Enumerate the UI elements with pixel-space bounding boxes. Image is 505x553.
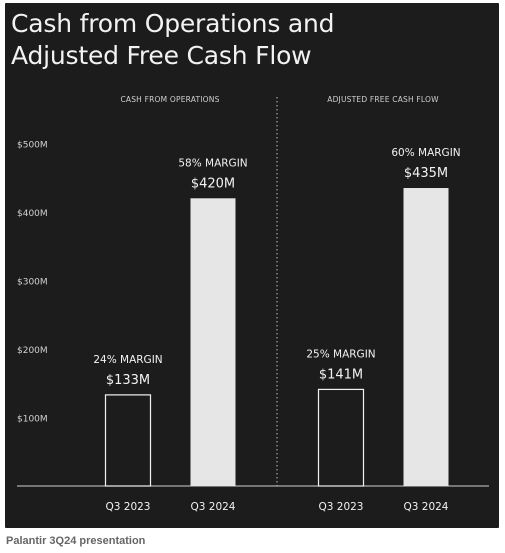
- bar-margin-label: 24% MARGIN: [93, 354, 162, 366]
- source-caption: Palantir 3Q24 presentation: [6, 535, 146, 547]
- bar-filled: [403, 188, 449, 486]
- panel-label: ADJUSTED FREE CASH FLOW: [327, 95, 439, 104]
- y-tick-label: $200M: [17, 346, 48, 356]
- bar-value-label: $435M: [404, 166, 448, 181]
- y-tick-label: $400M: [17, 209, 48, 219]
- bar-margin-label: 58% MARGIN: [178, 157, 247, 169]
- x-tick-label: Q3 2023: [105, 501, 150, 513]
- bar-margin-label: 25% MARGIN: [306, 348, 375, 360]
- title-line-2: Adjusted Free Cash Flow: [11, 41, 312, 70]
- bar-value-label: $133M: [106, 373, 150, 388]
- bar-margin-label: 60% MARGIN: [391, 147, 460, 159]
- chart-title: Cash from Operations and Adjusted Free C…: [11, 8, 481, 72]
- bar-filled: [190, 198, 236, 487]
- bar-value-label: $420M: [191, 176, 235, 191]
- x-tick-label: Q3 2023: [318, 501, 363, 513]
- bar-value-label: $141M: [319, 367, 363, 382]
- panel-label: CASH FROM OPERATIONS: [120, 95, 219, 104]
- y-tick-label: $500M: [17, 141, 48, 151]
- x-tick-label: Q3 2024: [403, 501, 448, 513]
- bar-outline: [317, 388, 365, 487]
- bar-outline: [104, 394, 152, 487]
- x-tick-label: Q3 2024: [190, 501, 235, 513]
- y-tick-label: $100M: [17, 415, 48, 425]
- title-line-1: Cash from Operations and: [11, 9, 335, 38]
- y-tick-label: $300M: [17, 278, 48, 288]
